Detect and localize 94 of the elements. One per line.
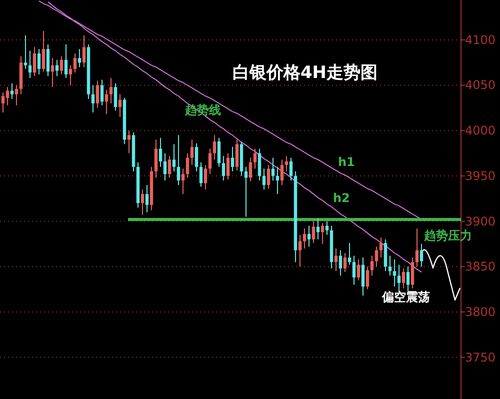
candlestick <box>91 84 95 113</box>
candlestick <box>235 139 239 171</box>
candlestick <box>37 48 41 75</box>
candlestick <box>325 220 329 236</box>
candlestick <box>212 134 216 160</box>
candlestick <box>248 157 252 182</box>
candlestick <box>253 148 257 170</box>
candlestick <box>222 155 226 181</box>
candlestick <box>302 228 306 249</box>
candlestick <box>6 86 10 106</box>
candlestick <box>271 157 275 181</box>
y-tick-label: 4000 <box>465 124 496 138</box>
candlestick <box>127 130 131 154</box>
annotation: h1 <box>338 155 355 169</box>
candlestick <box>343 252 347 273</box>
candlestick <box>24 34 28 70</box>
candlestick <box>158 137 162 168</box>
candlestick <box>338 250 342 276</box>
candlestick <box>352 255 356 286</box>
candlestick <box>78 48 82 68</box>
candlestick <box>68 64 72 86</box>
candlestick <box>356 258 360 281</box>
candlestick <box>298 234 302 268</box>
candlestick <box>114 82 118 112</box>
candlestick <box>266 164 270 190</box>
candlestick <box>172 144 176 172</box>
candlestick <box>154 139 158 178</box>
candlestick <box>118 94 122 118</box>
candlestick <box>10 82 14 100</box>
candlestick <box>190 139 194 166</box>
candlestick <box>82 34 86 68</box>
candlestick <box>406 266 410 292</box>
candlestick <box>96 80 100 108</box>
candlestick <box>384 238 388 272</box>
candlestick <box>109 77 113 104</box>
candlestick <box>100 79 104 106</box>
candlestick <box>284 155 288 172</box>
candlestick <box>370 255 374 276</box>
annotation: 偏空震荡 <box>381 290 430 304</box>
y-tick-label: 3750 <box>465 350 496 364</box>
annotation: 趋势线 <box>184 103 221 117</box>
candlestick <box>32 46 36 77</box>
candlestick <box>410 257 414 289</box>
candlestick <box>194 142 198 172</box>
candlestick <box>28 50 32 78</box>
candlestick <box>186 152 190 178</box>
candlestick <box>388 255 392 276</box>
candlestick <box>420 243 424 268</box>
candlestick <box>402 268 406 289</box>
candlestick <box>276 166 280 195</box>
text: 白银价格4H走势图 <box>232 63 378 83</box>
candlestick <box>217 137 221 168</box>
candlestick <box>361 257 365 296</box>
candlestick <box>14 84 18 106</box>
candlestick <box>168 155 172 178</box>
candlestick <box>226 152 230 180</box>
candlestick <box>374 246 378 268</box>
candlestick <box>312 220 316 244</box>
candlestick <box>140 189 144 216</box>
candlestick <box>366 266 370 290</box>
candlestick <box>230 146 234 172</box>
candlestick <box>176 134 180 186</box>
candlestick <box>73 53 77 74</box>
candlestick <box>280 159 284 186</box>
y-tick-label: 4050 <box>465 78 496 92</box>
candlestick <box>145 184 149 213</box>
candlestick <box>415 228 419 268</box>
candlestick <box>64 44 68 78</box>
y-tick-label: 3900 <box>465 214 496 228</box>
candlestick <box>307 225 311 248</box>
candlestick <box>262 168 266 190</box>
candlestick <box>348 242 352 266</box>
candlestick <box>379 237 383 258</box>
candlestick <box>199 162 203 188</box>
y-tick-label: 3850 <box>465 260 496 274</box>
y-tick-label: 3800 <box>465 304 496 319</box>
candlestick <box>104 89 108 115</box>
candlestick <box>289 157 293 181</box>
candlestick <box>1 92 5 113</box>
candlestick <box>60 56 64 75</box>
candlestick <box>42 30 46 72</box>
y-tick-label: 3950 <box>465 168 496 183</box>
candlestick <box>397 264 401 292</box>
candlestick <box>204 164 208 190</box>
candlestick <box>181 168 185 195</box>
candlestick <box>46 44 50 77</box>
candlestick <box>163 152 167 181</box>
candlestick <box>392 258 396 288</box>
annotation: h2 <box>333 191 350 205</box>
candlestick <box>334 248 338 272</box>
y-tick-label: 4100 <box>465 32 496 47</box>
candlestick <box>316 218 320 240</box>
candlestick <box>258 148 262 181</box>
candlestick <box>208 148 212 175</box>
